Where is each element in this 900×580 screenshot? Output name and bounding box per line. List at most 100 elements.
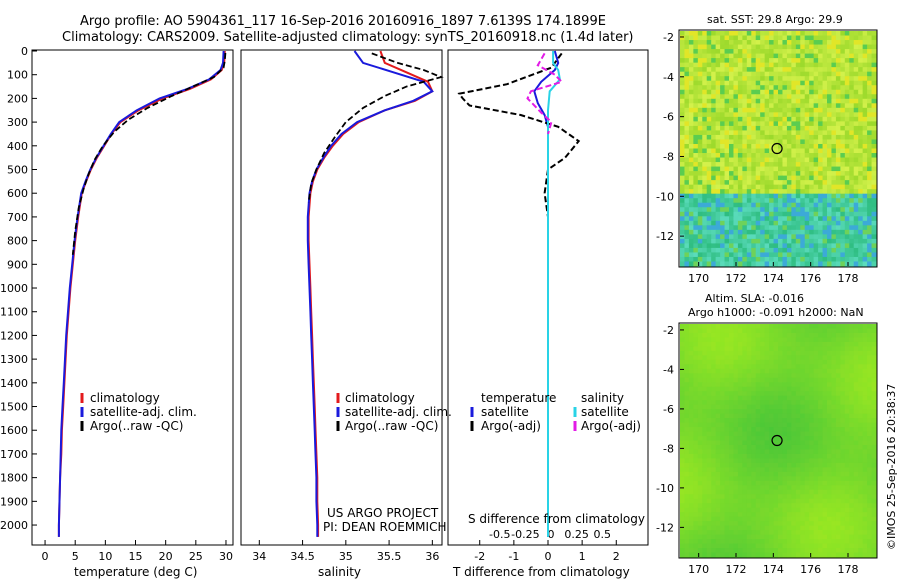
heatmap-cell (729, 157, 734, 163)
heatmap-cell (862, 409, 868, 415)
heatmap-cell (809, 94, 815, 100)
heatmap-cell (715, 548, 721, 554)
heatmap-cell (737, 350, 743, 356)
heatmap-cell (849, 436, 855, 441)
heatmap-cell (853, 350, 859, 356)
heatmap-cell (706, 94, 712, 100)
heatmap-cell (697, 395, 703, 401)
heatmap-cell (746, 89, 752, 95)
heatmap-cell (867, 62, 873, 68)
heatmap-cell (782, 431, 788, 437)
heatmap-cell (724, 216, 730, 222)
heatmap-cell (760, 162, 766, 168)
heatmap-cell (684, 211, 690, 217)
heatmap-cell (680, 382, 685, 388)
heatmap-cell (867, 462, 873, 468)
heatmap-cell (786, 67, 792, 73)
heatmap-cell (831, 153, 837, 159)
heatmap-cell (831, 247, 837, 253)
heatmap-cell (791, 548, 797, 554)
heatmap-cell (862, 534, 868, 540)
heatmap-cell (706, 368, 712, 374)
heatmap-cell (827, 332, 832, 338)
heatmap-cell (800, 552, 806, 558)
heatmap-cell (867, 143, 873, 149)
heatmap-cell (786, 453, 792, 459)
heatmap-cell (697, 49, 703, 55)
heatmap-cell (871, 49, 877, 55)
heatmap-cell (684, 94, 690, 100)
heatmap-cell (715, 413, 721, 419)
heatmap-cell (858, 449, 864, 455)
heatmap-cell (804, 238, 810, 244)
heatmap-cell (733, 548, 739, 554)
heatmap-cell (791, 171, 797, 177)
heatmap-cell (733, 364, 739, 370)
heatmap-cell (818, 350, 824, 356)
heatmap-cell (804, 139, 810, 145)
heatmap-cell (729, 143, 734, 149)
heatmap-cell (867, 85, 873, 91)
heatmap-cell (720, 44, 726, 50)
heatmap-cell (742, 449, 748, 455)
heatmap-cell (720, 400, 726, 406)
heatmap-cell (831, 489, 837, 495)
heatmap-cell (684, 225, 690, 231)
heatmap-cell (871, 107, 877, 113)
heatmap-cell (858, 337, 864, 343)
heatmap-cell (786, 503, 792, 509)
heatmap-cell (835, 67, 841, 73)
heatmap-cell (702, 157, 708, 163)
heatmap-cell (813, 211, 819, 217)
heatmap-cell (804, 476, 810, 482)
heatmap-cell (849, 427, 855, 433)
heatmap-cell (862, 80, 868, 86)
heatmap-cell (729, 467, 734, 473)
heatmap-cell (822, 89, 828, 95)
heatmap-cell (844, 521, 850, 527)
heatmap-cell (715, 512, 721, 518)
heatmap-cell (778, 422, 783, 428)
heatmap-cell (720, 521, 726, 527)
heatmap-cell (862, 341, 868, 347)
heatmap-cell (746, 400, 752, 406)
heatmap-cell (849, 116, 855, 122)
heatmap-cell (715, 103, 721, 109)
heatmap-cell (853, 449, 859, 455)
heatmap-cell (746, 180, 752, 186)
heatmap-cell (720, 229, 726, 235)
heatmap-cell (680, 211, 685, 217)
heatmap-cell (853, 202, 859, 208)
heatmap-cell (831, 85, 837, 91)
heatmap-cell (729, 62, 734, 68)
heatmap-cell (867, 431, 873, 437)
heatmap-cell (688, 539, 694, 545)
heatmap-cell (680, 148, 685, 154)
heatmap-cell (818, 494, 824, 500)
heatmap-cell (702, 134, 708, 140)
heatmap-cell (867, 238, 873, 244)
heatmap-cell (733, 350, 739, 356)
heatmap-cell (813, 324, 819, 329)
heatmap-cell (831, 252, 837, 258)
heatmap-cell (742, 121, 748, 127)
heatmap-cell (871, 498, 877, 504)
heatmap-cell (693, 409, 699, 415)
heatmap-cell (697, 175, 703, 181)
heatmap-cell (844, 382, 850, 388)
heatmap-cell (746, 503, 752, 509)
heatmap-cell (729, 58, 734, 64)
heatmap-cell (746, 449, 752, 455)
heatmap-cell (862, 382, 868, 388)
heatmap-cell (711, 359, 717, 365)
heatmap-cell (688, 391, 694, 397)
heatmap-cell (804, 80, 810, 86)
heatmap-cell (849, 498, 855, 504)
heatmap-cell (715, 418, 721, 424)
heatmap-cell (706, 395, 712, 401)
depth-tick-label: 1100 (0, 306, 28, 319)
heatmap-cell (831, 552, 837, 558)
heatmap-cell (867, 157, 873, 163)
heatmap-cell (764, 180, 770, 186)
heatmap-cell (711, 404, 717, 410)
